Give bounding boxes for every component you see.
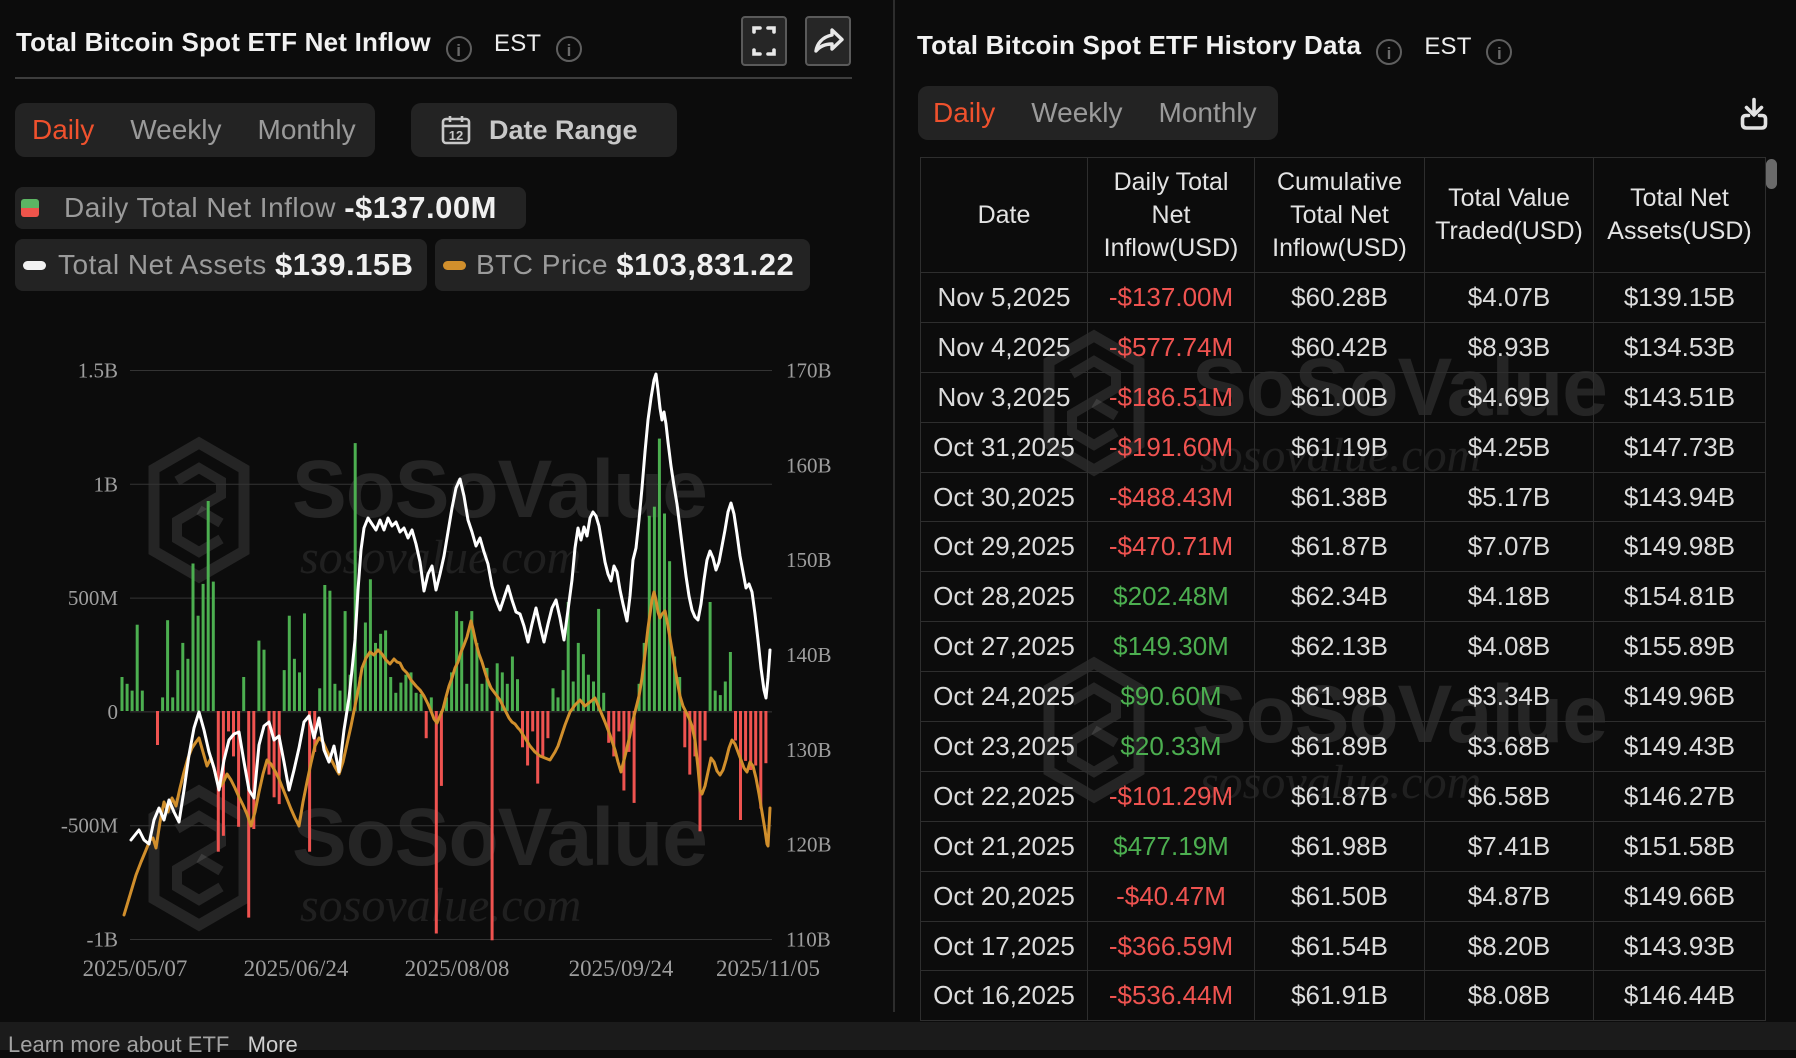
svg-text:2025/08/08: 2025/08/08 — [405, 956, 510, 981]
svg-text:2025/09/24: 2025/09/24 — [569, 956, 674, 981]
svg-text:2025/05/07: 2025/05/07 — [83, 956, 188, 981]
svg-text:2025/06/24: 2025/06/24 — [244, 956, 349, 981]
svg-text:0: 0 — [108, 700, 119, 724]
svg-text:2025/11/05: 2025/11/05 — [716, 956, 820, 981]
svg-text:150B: 150B — [786, 548, 832, 572]
svg-text:sosovalue.com: sosovalue.com — [300, 879, 581, 932]
svg-text:110B: 110B — [786, 928, 831, 952]
svg-text:-500M: -500M — [61, 814, 118, 838]
svg-text:1.5B: 1.5B — [78, 359, 118, 383]
svg-text:160B: 160B — [786, 453, 832, 477]
svg-text:170B: 170B — [786, 359, 832, 383]
svg-text:SoSoValue: SoSoValue — [292, 792, 707, 883]
svg-text:130B: 130B — [786, 738, 832, 762]
svg-text:12: 12 — [449, 128, 463, 143]
svg-text:500M: 500M — [68, 586, 119, 610]
svg-text:120B: 120B — [786, 833, 832, 857]
svg-text:1B: 1B — [93, 472, 118, 496]
svg-text:140B: 140B — [786, 643, 832, 667]
svg-text:-1B: -1B — [87, 928, 119, 952]
